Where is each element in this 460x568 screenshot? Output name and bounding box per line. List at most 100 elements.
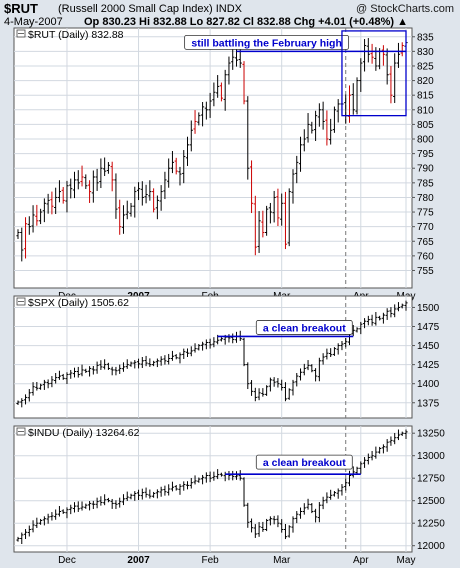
panel3-plot-area (13, 425, 413, 553)
panel3-price-bar (76, 501, 80, 512)
panel3-price-bar (95, 497, 99, 509)
panel2-price-bar (61, 373, 65, 380)
panel3-x-tick-label: 2007 (127, 555, 150, 566)
panel2-price-bar (340, 340, 344, 351)
panel2-price-bar (69, 369, 73, 379)
panel3-price-bar (31, 520, 35, 533)
panel2-price-bar (189, 346, 193, 357)
panel2-price-bar (159, 356, 163, 366)
panel2-price-bar (178, 352, 182, 364)
panel3-price-bar (133, 491, 137, 501)
panel1-price-bar (148, 180, 152, 201)
panel2-price-bar (283, 382, 288, 402)
panel2-price-bar (121, 362, 126, 372)
panel3-price-bar (265, 518, 269, 532)
panel2-price-bar (366, 315, 370, 326)
panel2-y-tick-label: 1425 (417, 360, 440, 371)
panel1-price-bar (65, 180, 69, 213)
panel1-price-bar (381, 45, 385, 66)
panel1-y-tick-label: 785 (417, 178, 434, 189)
panel1-price-bar (362, 39, 367, 72)
panel1-price-bar (114, 173, 118, 219)
panel3-price-bar (355, 466, 359, 475)
panel3-price-bar (321, 496, 325, 510)
panel1-price-bar (163, 171, 167, 200)
panel2-price-bar (95, 361, 99, 374)
panel3-price-bar (347, 470, 352, 487)
panel1-price-bar (283, 191, 288, 250)
panel2-price-bar (280, 379, 284, 391)
panel3-price-bar (136, 489, 141, 501)
panel1-y-tick-label: 755 (417, 266, 434, 277)
quote-date: 4-May-2007 (4, 16, 63, 28)
panel2-price-bar (344, 337, 348, 348)
panel3-price-bar (182, 481, 186, 491)
panel2-y-tick-label: 1400 (417, 379, 440, 390)
panel1-price-bar (336, 99, 340, 123)
panel3-price-bar (336, 488, 340, 499)
quote-line: Op 830.23 Hi 832.88 Lo 827.82 Cl 832.88 … (84, 16, 408, 28)
panel3-y-tick-label: 12500 (417, 496, 445, 507)
panel2-price-bar (381, 312, 385, 324)
chart-subtitle: (Russell 2000 Small Cap Index) INDX (58, 3, 243, 15)
panel1-price-bar (396, 42, 401, 68)
panel1-price-bar (27, 216, 31, 235)
panel3-price-bar (261, 521, 265, 532)
panel3-price-bar (272, 515, 276, 525)
panel3-price-bar (200, 474, 205, 485)
panel2-price-bar (57, 370, 62, 380)
panel3-price-bar (72, 502, 77, 513)
panel3-price-bar (106, 497, 111, 503)
panel1-price-bar (76, 170, 80, 190)
panel1-annotation-box (341, 30, 407, 117)
panel2-price-bar (329, 348, 333, 357)
chart-title: $RUT (4, 1, 38, 16)
panel1-price-bar (389, 65, 393, 104)
panel2-price-bar (400, 303, 404, 309)
panel1-price-bar (231, 49, 235, 70)
panel3-price-bar (325, 492, 329, 504)
panel3-y-tick-label: 13250 (417, 429, 445, 440)
panel1-price-bar (268, 202, 272, 224)
panel3-price-bar (396, 429, 401, 441)
panel1-y-tick-label: 760 (417, 251, 434, 262)
panel3-price-bar (185, 481, 190, 490)
panel3-y-tick-label: 12750 (417, 474, 445, 485)
panel3-price-bar (257, 522, 261, 537)
panel1-y-tick-label: 835 (417, 32, 434, 43)
panel1-price-bar (242, 61, 246, 105)
panel1-price-bar (155, 195, 159, 220)
panel2-price-bar (287, 388, 291, 400)
panel2-price-bar (103, 359, 107, 370)
panel3-annotation-callout (255, 454, 353, 470)
panel1-price-bar (302, 129, 306, 152)
panel3-price-bar (140, 488, 144, 500)
panel2-price-bar (144, 355, 148, 367)
panel3-y-tick-label: 12000 (417, 541, 445, 552)
panel2-y-tick-label: 1475 (417, 322, 440, 333)
panel3-price-bar (204, 472, 208, 483)
panel3-price-bar (125, 491, 129, 501)
panel3-price-bar (344, 478, 348, 491)
panel3-price-bar (268, 516, 272, 526)
panel1-price-bar (393, 53, 397, 103)
panel2-plot-area (13, 295, 413, 419)
panel1-price-bar (298, 136, 303, 172)
panel1-price-bar (167, 158, 171, 188)
panel2-price-bar (42, 379, 46, 390)
panel3-x-tick-label: Feb (201, 555, 219, 566)
panel3-price-bar (170, 481, 175, 492)
panel1-price-bar (23, 217, 28, 259)
panel3-price-bar (302, 503, 306, 515)
panel2-price-bar (31, 382, 35, 396)
panel1-price-bar (400, 42, 404, 57)
panel3-price-bar (35, 517, 39, 528)
panel1-price-bar (174, 157, 178, 175)
panel2-price-bar (306, 360, 310, 371)
panel1-price-bar (313, 110, 318, 141)
panel2-price-bar (84, 368, 88, 374)
panel2-price-bar (208, 338, 212, 349)
panel3-y-tick-label: 13000 (417, 451, 445, 462)
panel3-price-bar (291, 516, 295, 533)
